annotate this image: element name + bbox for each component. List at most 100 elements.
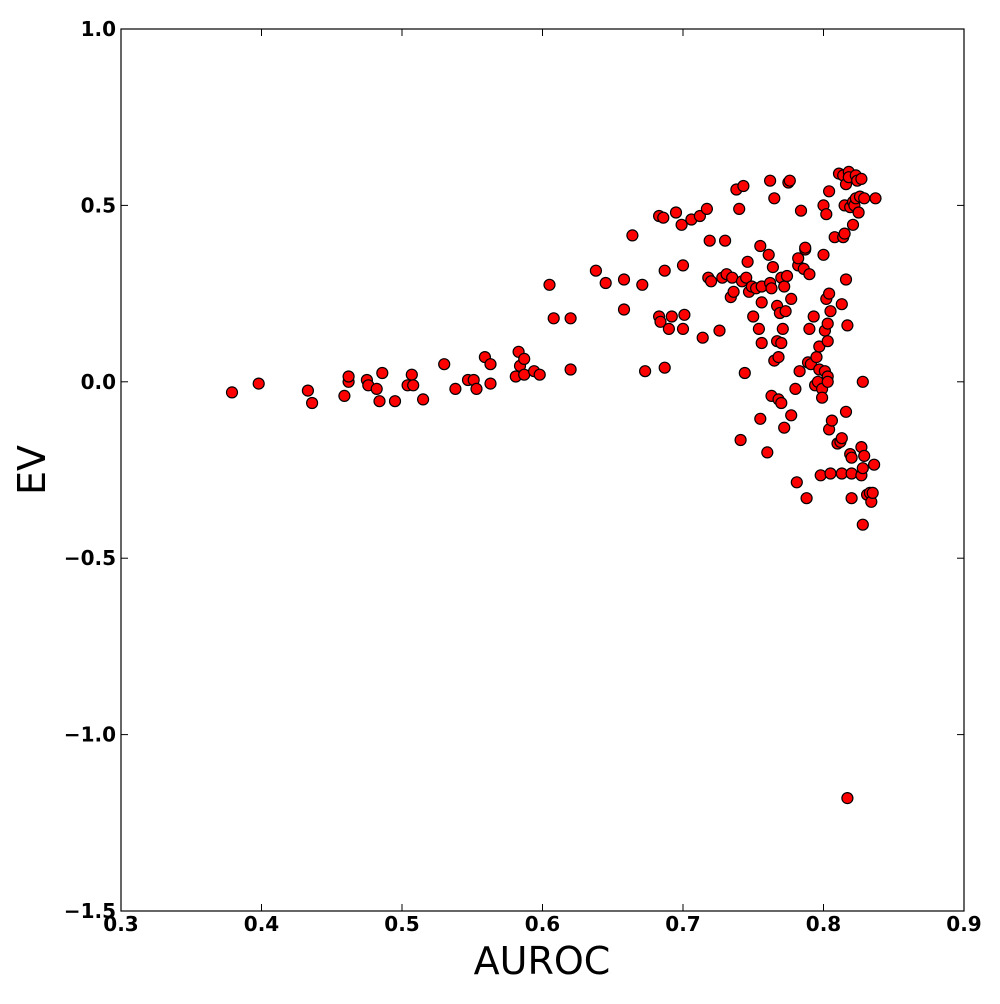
- data-point: [636, 278, 649, 291]
- data-point: [741, 255, 754, 268]
- data-point: [821, 335, 834, 348]
- data-point: [376, 366, 389, 380]
- data-point: [779, 305, 792, 318]
- data-point: [824, 305, 837, 318]
- data-point: [252, 377, 265, 390]
- data-point: [704, 275, 718, 288]
- data-point: [783, 174, 796, 187]
- y-axis: −1.5 −1.0 −0.5 0.0 0.5 1.0: [64, 17, 964, 923]
- data-point: [388, 395, 402, 408]
- data-point: [617, 303, 631, 316]
- points-layer: [225, 165, 882, 805]
- data-point: [835, 432, 848, 445]
- data-point: [676, 259, 690, 272]
- data-point: [599, 276, 612, 290]
- data-point: [678, 308, 691, 321]
- data-point: [794, 204, 808, 217]
- data-point: [766, 261, 780, 274]
- x-tick-label: 0.6: [525, 912, 560, 936]
- data-point: [470, 382, 483, 395]
- data-point: [407, 379, 420, 392]
- data-point: [841, 319, 854, 332]
- x-tick-label: 0.7: [665, 912, 700, 936]
- data-point: [835, 298, 848, 311]
- x-tick-label: 0.9: [946, 912, 981, 936]
- data-point: [785, 409, 798, 422]
- data-point: [658, 361, 671, 374]
- data-point: [839, 405, 853, 418]
- data-point: [866, 486, 879, 499]
- data-point: [800, 492, 813, 505]
- data-point: [765, 282, 778, 295]
- data-point: [772, 351, 785, 364]
- data-point: [775, 336, 788, 350]
- data-point: [790, 476, 803, 489]
- data-point: [740, 271, 753, 284]
- y-tick-label: 1.0: [81, 17, 116, 41]
- data-point: [815, 391, 829, 404]
- data-point: [754, 239, 767, 253]
- data-point: [820, 208, 833, 221]
- y-tick-label: −1.0: [64, 723, 116, 747]
- x-axis: 0.3 0.4 0.5 0.6 0.7 0.8 0.9: [103, 29, 982, 936]
- data-point: [821, 375, 834, 388]
- data-point: [803, 268, 816, 281]
- data-point: [518, 352, 531, 365]
- data-point: [405, 368, 418, 381]
- data-point: [752, 322, 766, 335]
- data-point: [822, 287, 836, 300]
- data-point: [658, 264, 671, 277]
- data-point: [762, 248, 775, 261]
- data-point: [696, 331, 709, 344]
- data-point: [484, 377, 497, 390]
- data-point: [737, 179, 750, 193]
- data-point: [342, 370, 355, 383]
- data-point: [845, 451, 858, 464]
- data-point: [747, 310, 760, 323]
- data-point: [763, 174, 777, 187]
- data-point: [793, 365, 806, 378]
- data-point: [775, 396, 788, 410]
- y-tick-label: −0.5: [64, 546, 116, 570]
- data-point: [780, 269, 794, 283]
- data-point: [846, 218, 860, 231]
- data-point: [810, 351, 823, 364]
- data-point: [803, 322, 816, 335]
- data-point: [617, 273, 631, 286]
- data-point: [662, 322, 676, 335]
- data-point: [824, 467, 837, 480]
- data-point: [225, 386, 239, 399]
- data-point: [417, 393, 430, 406]
- data-point: [785, 292, 798, 305]
- x-tick-label: 0.5: [384, 912, 419, 936]
- data-point: [703, 234, 716, 247]
- data-point: [665, 310, 678, 323]
- data-point: [589, 264, 603, 277]
- data-point: [733, 202, 746, 215]
- data-point: [778, 280, 791, 293]
- data-point: [856, 375, 869, 388]
- data-point: [547, 312, 560, 325]
- data-point: [778, 421, 791, 434]
- x-tick-label: 0.8: [806, 912, 841, 936]
- data-point: [855, 172, 868, 185]
- data-point: [564, 312, 577, 325]
- data-point: [370, 382, 383, 395]
- data-point: [856, 518, 869, 531]
- data-point: [821, 317, 834, 330]
- data-point: [825, 414, 839, 427]
- data-point: [657, 211, 670, 224]
- data-point: [839, 273, 853, 286]
- data-point: [845, 467, 858, 480]
- x-axis-title: AUROC: [474, 939, 611, 983]
- data-point: [822, 185, 836, 198]
- data-point: [789, 382, 802, 395]
- data-point: [301, 384, 314, 397]
- data-point: [718, 234, 732, 247]
- data-point: [754, 412, 767, 425]
- data-point: [841, 791, 854, 805]
- data-point: [838, 227, 851, 240]
- data-point: [533, 368, 546, 381]
- data-point: [814, 469, 827, 482]
